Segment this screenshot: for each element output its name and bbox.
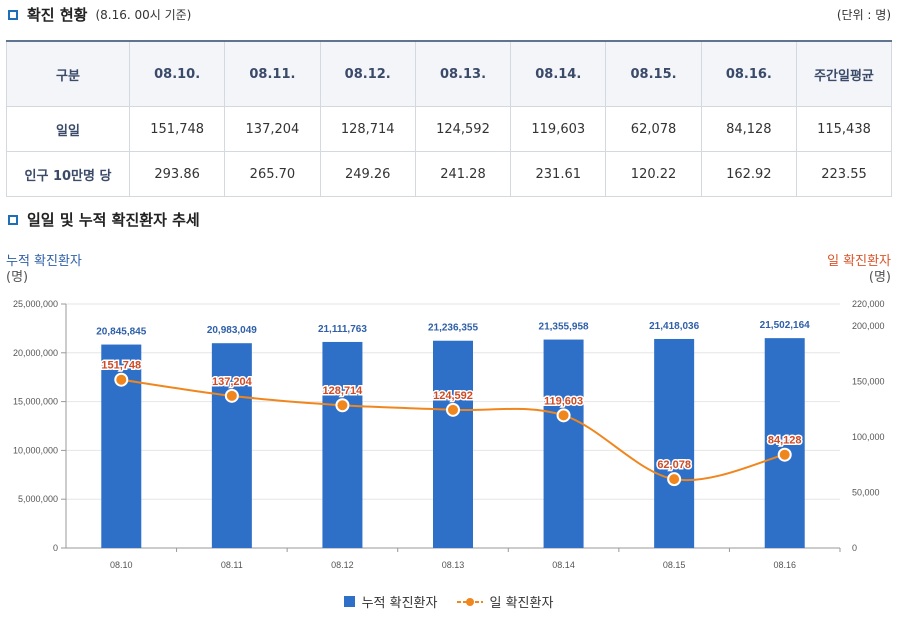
x-tick-label: 08.13 (442, 560, 465, 570)
line-point-label: 128,714 (323, 385, 364, 397)
right-tick-label: 50,000 (852, 488, 880, 498)
table-header-cell: 08.13. (414, 40, 512, 107)
left-tick-label: 10,000,000 (13, 445, 58, 455)
bar (764, 338, 805, 548)
line-point (777, 447, 792, 462)
line-point-label: 62,078 (657, 459, 691, 471)
bar (101, 344, 142, 548)
left-tick-label: 0 (53, 543, 58, 553)
left-tick-label: 25,000,000 (13, 299, 58, 309)
left-tick-label: 5,000,000 (18, 494, 58, 504)
legend-bar-label: 누적 확진환자 (361, 596, 438, 611)
bar-label: 21,502,164 (760, 320, 810, 331)
table-header-cell: 08.11. (224, 40, 321, 107)
line-point (667, 472, 682, 487)
unit-label: (단위 : 명) (836, 8, 891, 22)
x-tick-label: 08.12 (331, 560, 354, 570)
table-cell: 241.28 (414, 151, 512, 197)
bar (543, 339, 584, 548)
square-bullet-icon (8, 9, 18, 20)
table-cell: 162.92 (700, 151, 798, 197)
bar-label: 21,418,036 (649, 321, 699, 332)
right-axis-title: 일 확진환자 (명) (827, 254, 891, 286)
legend-line-swatch (457, 596, 484, 608)
right-tick-label: 150,000 (852, 377, 885, 387)
left-axis-title: 누적 확진환자 (명) (6, 254, 82, 286)
row-label: 인구 10만명 당 (6, 151, 130, 197)
table-header-cell: 08.16. (700, 40, 798, 107)
table-cell: 124,592 (414, 106, 512, 152)
status-subtitle: (8.16. 00시 기준) (95, 8, 192, 22)
line-point-label: 119,603 (544, 395, 583, 407)
table-header-row: 구분 08.10. 08.11. 08.12. 08.13. 08.14. 08… (6, 40, 892, 107)
left-tick-label: 20,000,000 (13, 348, 58, 358)
table-cell: 293.86 (128, 151, 226, 197)
table-corner-cell: 구분 (6, 40, 130, 107)
legend-line-label: 일 확진환자 (489, 596, 554, 611)
status-title: 확진 현황 (27, 6, 88, 24)
table-cell: 115,438 (796, 106, 892, 152)
bar-label: 21,111,763 (318, 324, 367, 335)
legend-bar-swatch (343, 596, 355, 607)
right-tick-label: 100,000 (852, 432, 885, 442)
line-point (446, 402, 460, 417)
bar (322, 341, 363, 548)
right-tick-label: 220,000 (852, 299, 885, 309)
table-cell: 223.55 (796, 151, 892, 197)
table-cell: 128,714 (319, 106, 416, 152)
table-header-cell: 08.14. (510, 40, 607, 107)
table-cell: 84,128 (700, 106, 798, 152)
left-tick-label: 15,000,000 (13, 397, 58, 407)
line-point-label: 151,748 (101, 360, 141, 372)
square-bullet-icon (8, 214, 18, 225)
x-tick-label: 08.11 (221, 560, 243, 570)
x-tick-label: 08.14 (552, 560, 575, 570)
table-cell: 62,078 (605, 106, 702, 152)
line-point-label: 137,204 (212, 376, 253, 388)
line-point-label: 84,128 (768, 435, 802, 447)
line-point (556, 408, 571, 423)
row-label: 일일 (6, 106, 130, 152)
table-row: 인구 10만명 당 293.86 265.70 249.26 241.28 23… (6, 151, 892, 197)
line-point-label: 124,592 (433, 390, 473, 402)
left-axis-title-text: 누적 확진환자 (6, 254, 82, 269)
table-cell: 137,204 (224, 106, 321, 152)
right-tick-label: 200,000 (852, 321, 885, 331)
bar-label: 20,845,845 (96, 327, 146, 338)
table-cell: 120.22 (605, 151, 702, 197)
section-title-trend: 일일 및 누적 확진환자 추세 (8, 209, 200, 230)
line-point (335, 398, 350, 413)
bar (433, 340, 473, 548)
right-axis-title-text: 일 확진환자 (827, 254, 891, 269)
table-header-cell: 08.15. (605, 40, 702, 107)
bar-label: 20,983,049 (207, 325, 257, 336)
table-header-cell: 08.12. (319, 40, 416, 107)
right-axis-unit: (명) (868, 270, 891, 285)
right-tick-label: 0 (852, 543, 857, 553)
table-cell: 119,603 (510, 106, 607, 152)
bar-label: 21,236,355 (428, 323, 478, 334)
line-point (224, 388, 239, 403)
table-header-cell: 주간일평균 (796, 40, 892, 107)
bar-label: 21,355,958 (539, 322, 589, 333)
table-row: 일일 151,748 137,204 128,714 124,592 119,6… (6, 106, 892, 152)
x-tick-label: 08.15 (663, 560, 686, 570)
table-cell: 265.70 (224, 151, 321, 197)
table-cell: 249.26 (319, 151, 416, 197)
table-cell: 151,748 (128, 106, 226, 152)
trend-title: 일일 및 누적 확진환자 추세 (27, 211, 200, 229)
bar (211, 343, 252, 548)
bar (654, 338, 695, 548)
section-title-status: 확진 현황 (8.16. 00시 기준) (8, 4, 191, 25)
daily-line (121, 378, 785, 482)
chart-legend: 누적 확진환자 일 확진환자 (0, 592, 897, 611)
x-tick-label: 08.10 (110, 560, 133, 570)
left-axis-unit: (명) (6, 270, 29, 285)
x-tick-label: 08.16 (773, 560, 796, 570)
line-point (114, 372, 129, 387)
table-cell: 231.61 (510, 151, 607, 197)
table-header-cell: 08.10. (128, 40, 226, 107)
status-table: 구분 08.10. 08.11. 08.12. 08.13. 08.14. 08… (6, 40, 892, 197)
